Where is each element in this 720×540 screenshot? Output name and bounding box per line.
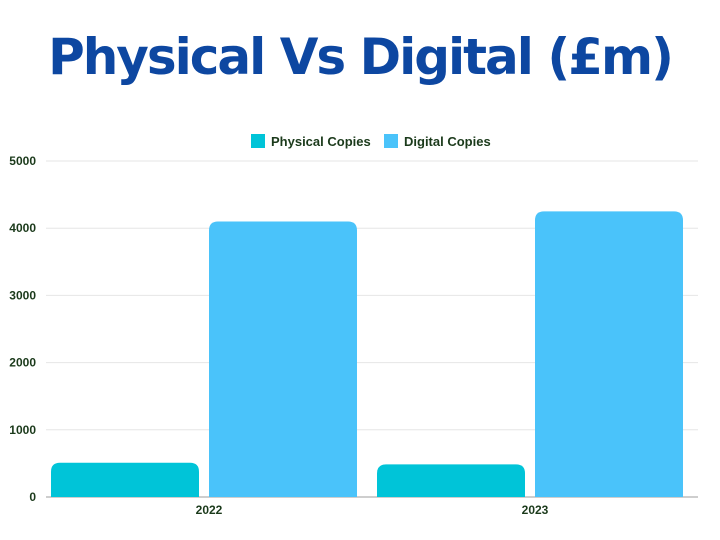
y-tick-label: 3000 bbox=[9, 288, 36, 302]
legend-swatch bbox=[251, 134, 265, 148]
bar-physical-copies-2022[interactable] bbox=[51, 462, 199, 497]
y-tick-label: 1000 bbox=[9, 423, 36, 437]
legend-item-digital-copies[interactable]: Digital Copies bbox=[384, 134, 491, 149]
bar-digital-copies-2023[interactable] bbox=[535, 211, 683, 497]
legend-label: Digital Copies bbox=[404, 134, 491, 149]
x-axis-ticks: 2022 2023 bbox=[196, 503, 549, 517]
x-tick-label: 2023 bbox=[522, 503, 549, 517]
legend-swatch bbox=[384, 134, 398, 148]
legend-item-physical-copies[interactable]: Physical Copies bbox=[251, 134, 371, 149]
y-tick-label: 0 bbox=[29, 490, 36, 504]
bar-digital-copies-2022[interactable] bbox=[209, 221, 357, 498]
y-tick-label: 2000 bbox=[9, 356, 36, 370]
bars bbox=[51, 211, 683, 498]
x-tick-label: 2022 bbox=[196, 503, 223, 517]
chart-title: Physical Vs Digital (£m) bbox=[48, 28, 674, 86]
y-tick-label: 5000 bbox=[9, 154, 36, 168]
legend: Physical Copies Digital Copies bbox=[251, 134, 491, 149]
y-tick-label: 4000 bbox=[9, 221, 36, 235]
legend-label: Physical Copies bbox=[271, 134, 371, 149]
y-axis-ticks: 0 1000 2000 3000 4000 5000 bbox=[9, 154, 36, 504]
bar-physical-copies-2023[interactable] bbox=[377, 464, 525, 497]
